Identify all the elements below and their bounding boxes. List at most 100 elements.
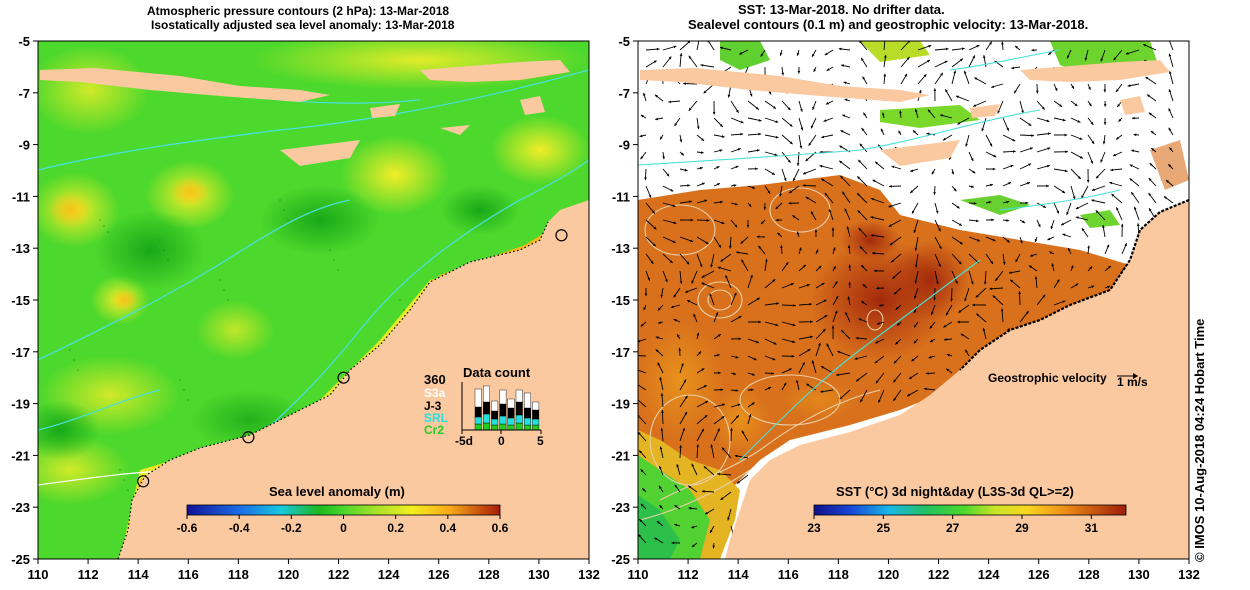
colorbar-tick-label: -0.6 [177,521,198,535]
data-count-bar-segment [507,407,515,419]
x-tick-label: 116 [178,567,199,582]
x-tick-label: 130 [528,567,550,582]
data-count-bar-segment [483,413,490,424]
data-count-bar-segment [491,418,499,426]
data-count-bar-segment [524,407,531,419]
sla-colorbar-label: Sea level anomaly (m) [269,484,405,499]
y-tick-label: -25 [611,552,630,567]
data-count-bar-segment [524,392,531,409]
bathymetry-contours [638,49,1121,461]
x-tick-label: 116 [778,567,799,582]
y-tick-label: -19 [11,397,30,412]
x-tick-label: 130 [1128,567,1150,582]
data-count-bar-segment [524,417,531,426]
left-axes: 110 112 114 116 118 120 122 124 126 128 130 132 -5 -7… [11,34,600,582]
data-count-bar-segment [532,401,540,411]
x-tick-label: 128 [1078,567,1100,582]
y-tick-label: -13 [11,241,30,256]
data-count-bar-segment [515,389,523,403]
x-tick-label: 124 [378,567,400,582]
y-tick-label: -21 [611,448,630,463]
x-tick-label: 118 [828,567,849,582]
x-tick-label: 122 [328,567,350,582]
x-tick-label: 118 [228,567,249,582]
y-tick-label: -5 [18,34,30,49]
colorbar-tick-label: -0.4 [229,521,250,535]
data-count-bar-segment [474,388,482,408]
x-tick-label: 120 [278,567,300,582]
colorbar-tick-label: 0.2 [387,521,404,535]
colorbar-tick-label: 31 [1085,521,1099,535]
y-tick-label: -7 [18,86,30,101]
y-tick-label: -15 [11,293,30,308]
y-tick-label: -13 [611,241,630,256]
tide-gauge-markers [137,229,568,488]
right-axes: 110 112 114 116 118 120 122 124 126 128 130 132 -5 -7… [611,34,1200,582]
data-count-bar-segment [532,409,540,420]
data-count-bar-segment [491,410,499,420]
data-count-bar-segment [483,401,490,415]
data-count-bar-segment [515,414,523,424]
y-tick-label: -11 [612,189,630,204]
left-title-line2: Isostatically adjusted sea level anomaly… [151,18,455,32]
x-tick-label: 110 [28,567,49,582]
data-count-bar-segment [474,406,482,418]
data-count-bar-segment [499,415,507,425]
x-tick-label: 132 [578,567,600,582]
colorbar-tick-label: 29 [1015,521,1029,535]
data-count-bar-segment [491,424,499,431]
data-count-bar-segment [474,423,482,431]
legend-s3a: S3a [424,386,446,400]
tide-gauge-marker [555,229,568,242]
data-count-bar-segment [499,403,507,417]
legend-srl: SRL [424,411,448,425]
tide-gauge-marker [242,431,255,444]
coastline-dotted [117,221,549,559]
tide-gauge-marker [337,371,350,384]
data-count-bar-segment [524,424,531,431]
y-tick-label: -25 [11,552,30,567]
data-count-bar-segment [507,417,515,426]
data-count-tick-5: 5 [537,434,544,448]
y-tick-label: -9 [618,138,630,153]
x-tick-label: 122 [928,567,950,582]
data-count-bar-segment [474,416,482,425]
y-tick-label: -21 [11,448,30,463]
y-tick-label: -5 [618,34,630,49]
colorbar-tick-label: 0.6 [492,521,509,535]
velocity-scale-value: 1 m/s [1117,375,1148,389]
data-count-bar-segment [507,398,515,409]
data-count-inset: Data count 360 S3a J-3 SRL Cr2 -5d 0 5 [424,365,544,448]
y-tick-label: -17 [11,345,30,360]
data-count-bar-segment [499,423,507,431]
left-title-line1: Atmospheric pressure contours (2 hPa): 1… [147,4,450,18]
data-count-title: Data count [463,365,531,380]
x-tick-label: 112 [678,567,699,582]
y-tick-label: -7 [618,86,630,101]
colorbar-tick-label: 25 [877,521,891,535]
sla-colorbar: Sea level anomaly (m) -0.6 -0.4 -0.2 0 0.2 0.… [177,484,509,535]
y-tick-label: -23 [611,500,630,515]
x-tick-label: 128 [478,567,500,582]
right-title-line1: SST: 13-Mar-2018. No drifter data. [738,2,945,17]
colorbar-tick-label: 27 [946,521,960,535]
colorbar-tick-label: -0.2 [281,521,302,535]
x-tick-label: 132 [1178,567,1200,582]
right-title-line2: Sealevel contours (0.1 m) and geostrophi… [688,17,1089,32]
land [640,60,1189,559]
data-count-bar-segment [483,385,490,403]
y-tick-label: -9 [18,138,30,153]
data-count-tick-neg5: -5d [455,434,473,448]
y-tick-label: -17 [611,345,630,360]
data-count-tick-0: 0 [498,434,505,448]
colorbar-tick-label: 0.4 [439,521,456,535]
data-count-bar-segment [532,424,540,431]
data-count-bar-segment [499,389,507,405]
sst-colorbar: SST (°C) 3d night&day (L3S-3d QL>=2) 23 2… [807,484,1127,535]
y-tick-label: -15 [611,293,630,308]
x-tick-label: 110 [628,567,649,582]
tide-gauge-marker [137,475,150,488]
x-tick-label: 126 [1028,567,1050,582]
data-count-bar-segment [491,400,499,412]
